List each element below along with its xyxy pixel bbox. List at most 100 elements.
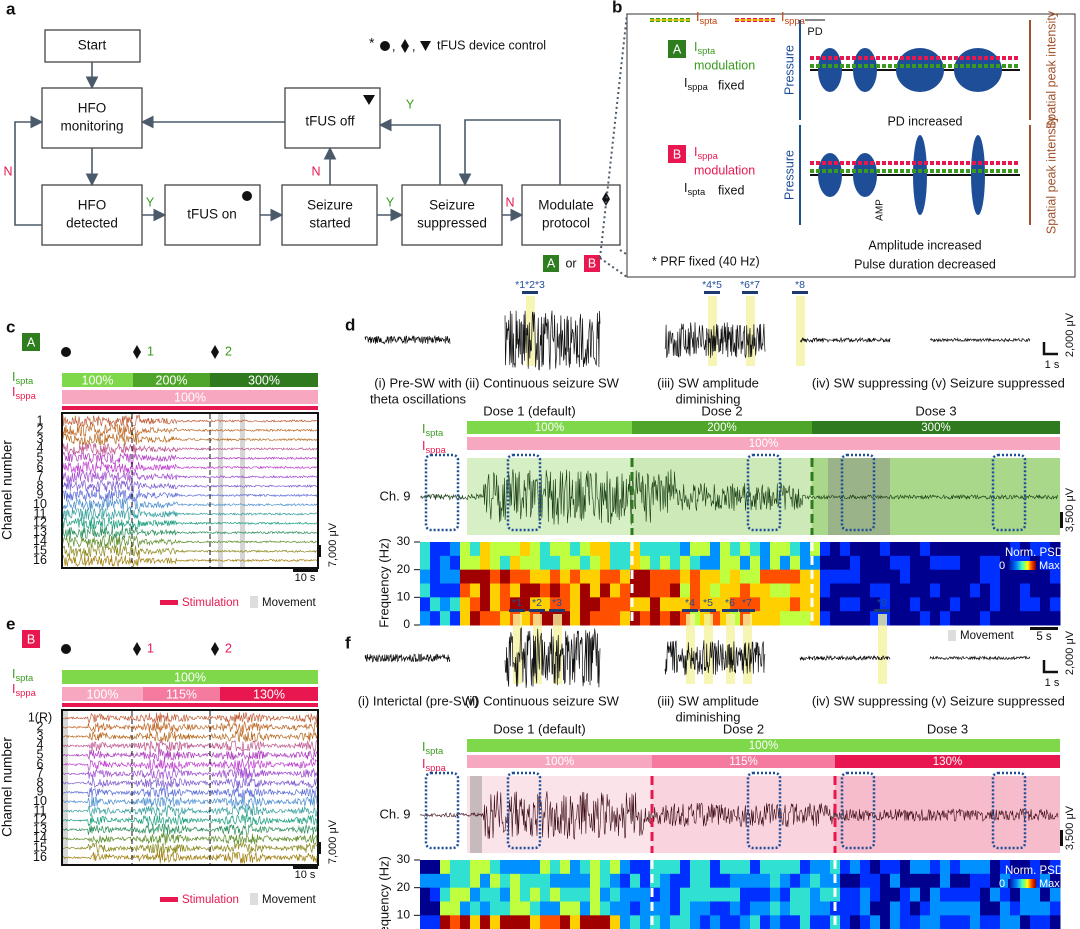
spectrogram-cell <box>1030 611 1041 626</box>
spectrogram-cell <box>470 860 481 875</box>
spectrogram-cell <box>570 887 581 902</box>
pulse <box>913 135 927 215</box>
spectrogram-cell <box>800 915 811 929</box>
spectrogram-cell <box>930 583 941 598</box>
spectrogram-cell <box>450 873 461 889</box>
spectrogram-cell <box>1040 860 1051 875</box>
spectrogram-cell <box>610 597 621 612</box>
spectrogram-cell <box>950 542 961 557</box>
spectrogram-cell <box>790 611 801 626</box>
node-box <box>41 87 143 149</box>
spectrogram-cell <box>430 901 441 916</box>
intensity-bar <box>467 421 632 434</box>
level-label: 100% <box>545 756 574 768</box>
spectrogram-cell <box>630 542 641 557</box>
spectrogram-cell <box>1030 915 1041 929</box>
spectrogram-cell <box>1000 901 1011 916</box>
spectrogram-cell <box>580 542 591 557</box>
stage-label: (iii) SW amplitude <box>657 693 759 708</box>
spectrogram-cell <box>730 555 741 571</box>
spectrogram-cell <box>780 860 791 875</box>
spectrogram-cell <box>580 915 591 929</box>
level-label: 115% <box>729 756 758 768</box>
event-label: *3 <box>552 597 562 609</box>
spectrogram-cell <box>1010 860 1021 875</box>
amp-label: AMP <box>875 199 886 221</box>
node-label: started <box>309 216 350 231</box>
marker-label: 2 <box>225 344 232 358</box>
spectrogram-cell <box>1030 583 1041 598</box>
spectrogram-cell <box>860 873 871 889</box>
spectrogram-cell <box>960 873 971 889</box>
spectrogram-cell <box>450 583 461 598</box>
spectrogram-cell <box>520 873 531 889</box>
spectrogram-cell <box>930 542 941 557</box>
spectrogram-cell <box>1000 555 1011 571</box>
signal-trace <box>504 627 601 688</box>
spectrogram-cell <box>480 597 491 612</box>
spectrogram-cell <box>780 555 791 571</box>
node-label: protocol <box>542 216 590 231</box>
node-label: Seizure <box>307 198 353 213</box>
spectrogram-cell <box>730 583 741 598</box>
intensity-symbol: Ispta <box>422 422 444 438</box>
spectrogram-cell <box>730 873 741 889</box>
tag-box <box>22 333 40 351</box>
event-highlight <box>743 614 752 684</box>
spectrogram-cell <box>880 555 891 571</box>
signal-trace <box>62 739 318 753</box>
symbol-main: I <box>684 76 687 90</box>
spectrogram-cell <box>800 860 811 875</box>
spectrogram-cell <box>720 555 731 571</box>
event-bar <box>742 291 758 294</box>
spectrogram-cell <box>1050 873 1061 889</box>
spectrogram-cell <box>600 915 611 929</box>
stage-label: diminishing <box>675 391 740 406</box>
spectrogram-cell <box>670 597 681 612</box>
spectrogram-cell <box>680 860 691 875</box>
spectrogram-cell <box>870 915 881 929</box>
spectrogram-cell <box>890 542 901 557</box>
spectrogram-cell <box>900 611 911 626</box>
spectrogram-cell <box>940 611 951 626</box>
spectrogram-cell <box>790 569 801 584</box>
spectrogram-cell <box>1020 569 1031 584</box>
spectrogram-cell <box>440 901 451 916</box>
spectrogram-cell <box>650 555 661 571</box>
spectrogram-cell <box>770 611 781 626</box>
spectrogram-cell <box>810 555 821 571</box>
spectrogram-cell <box>530 860 541 875</box>
spectrogram-cell <box>450 887 461 902</box>
spectrogram-cell <box>490 569 501 584</box>
stage-label: (iv) SW suppressing <box>812 375 928 390</box>
level-label: 115% <box>166 687 197 701</box>
spectrogram-cell <box>1040 597 1051 612</box>
spectrogram-cell <box>440 873 451 889</box>
spectrogram-cell <box>960 611 971 626</box>
spectrogram-cell <box>770 860 781 875</box>
spectrogram-cell <box>560 583 571 598</box>
spectrogram-cell <box>1040 542 1051 557</box>
spectrogram-cell <box>560 860 571 875</box>
marker-label: 2 <box>225 641 232 655</box>
spectrogram-cell <box>660 873 671 889</box>
channel-label: 3 <box>37 729 44 743</box>
spectrogram-cell <box>870 597 881 612</box>
spectrogram-cell <box>640 555 651 571</box>
spectrogram-cell <box>700 860 711 875</box>
tag-box <box>22 630 40 648</box>
spectrogram-cell <box>980 901 991 916</box>
spectrogram-cell <box>560 569 571 584</box>
spectrogram-cell <box>810 597 821 612</box>
spectrogram-cell <box>650 901 661 916</box>
spectrogram-cell <box>620 583 631 598</box>
spectrogram-cell <box>620 873 631 889</box>
spectrogram-cell <box>940 555 951 571</box>
stage-label: (ii) Continuous seizure SW <box>465 693 620 708</box>
spectrogram-cell <box>490 915 501 929</box>
spectrogram-cell <box>980 873 991 889</box>
spectrogram-cell <box>880 542 891 557</box>
spectrogram-cell <box>820 555 831 571</box>
signal-trace <box>62 832 318 845</box>
spectrogram-cell <box>810 611 821 626</box>
